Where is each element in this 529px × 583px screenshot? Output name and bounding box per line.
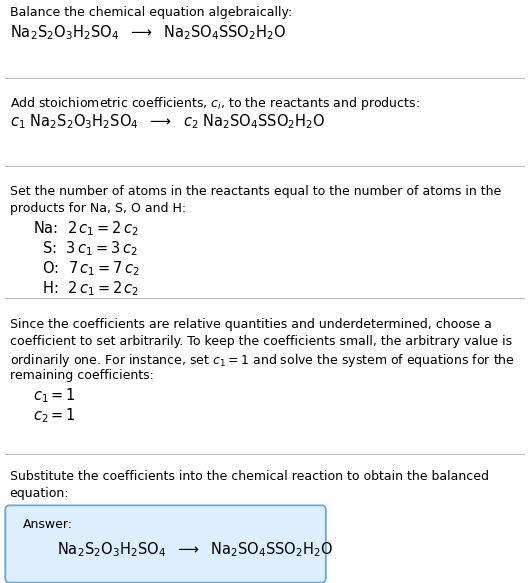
Text: remaining coefficients:: remaining coefficients:	[10, 369, 153, 382]
Text: Na$_2$S$_2$O$_3$H$_2$SO$_4$  $\longrightarrow$  Na$_2$SO$_4$SSO$_2$H$_2$O: Na$_2$S$_2$O$_3$H$_2$SO$_4$ $\longrighta…	[10, 23, 286, 42]
Text: $c_1$ Na$_2$S$_2$O$_3$H$_2$SO$_4$  $\longrightarrow$  $c_2$ Na$_2$SO$_4$SSO$_2$H: $c_1$ Na$_2$S$_2$O$_3$H$_2$SO$_4$ $\long…	[10, 112, 325, 131]
Text: products for Na, S, O and H:: products for Na, S, O and H:	[10, 202, 186, 215]
Text: Since the coefficients are relative quantities and underdetermined, choose a: Since the coefficients are relative quan…	[10, 318, 491, 331]
Text: Set the number of atoms in the reactants equal to the number of atoms in the: Set the number of atoms in the reactants…	[10, 185, 501, 198]
Text: Substitute the coefficients into the chemical reaction to obtain the balanced: Substitute the coefficients into the che…	[10, 470, 488, 483]
Text: Na:  $2\,c_1 = 2\,c_2$: Na: $2\,c_1 = 2\,c_2$	[33, 219, 139, 238]
Text: ordinarily one. For instance, set $c_1 = 1$ and solve the system of equations fo: ordinarily one. For instance, set $c_1 =…	[10, 352, 515, 369]
Text: Balance the chemical equation algebraically:: Balance the chemical equation algebraica…	[10, 6, 292, 19]
FancyBboxPatch shape	[5, 505, 326, 582]
Text: $c_2 = 1$: $c_2 = 1$	[33, 406, 76, 424]
Text: Answer:: Answer:	[23, 518, 73, 531]
Text: H:  $2\,c_1 = 2\,c_2$: H: $2\,c_1 = 2\,c_2$	[33, 279, 140, 298]
Text: coefficient to set arbitrarily. To keep the coefficients small, the arbitrary va: coefficient to set arbitrarily. To keep …	[10, 335, 512, 348]
Text: O:  $7\,c_1 = 7\,c_2$: O: $7\,c_1 = 7\,c_2$	[33, 259, 140, 278]
Text: $c_1 = 1$: $c_1 = 1$	[33, 386, 76, 405]
Text: equation:: equation:	[10, 487, 69, 500]
Text: Add stoichiometric coefficients, $c_i$, to the reactants and products:: Add stoichiometric coefficients, $c_i$, …	[10, 95, 419, 112]
Text: S:  $3\,c_1 = 3\,c_2$: S: $3\,c_1 = 3\,c_2$	[33, 239, 138, 258]
Text: Na$_2$S$_2$O$_3$H$_2$SO$_4$  $\longrightarrow$  Na$_2$SO$_4$SSO$_2$H$_2$O: Na$_2$S$_2$O$_3$H$_2$SO$_4$ $\longrighta…	[57, 540, 333, 559]
